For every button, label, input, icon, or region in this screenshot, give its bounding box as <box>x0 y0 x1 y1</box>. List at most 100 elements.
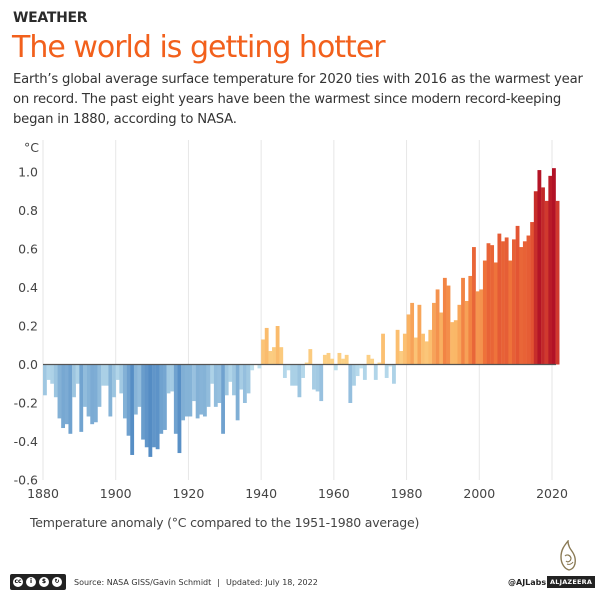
bar-1980 <box>406 314 411 365</box>
footer: cc i $ ↻ Source: NASA GISS/Gavin Schmidt… <box>10 574 318 590</box>
bar-1937 <box>250 364 255 371</box>
y-unit-label: °C <box>24 140 39 155</box>
x-tick-label: 1960 <box>318 486 350 501</box>
bar-1916 <box>173 364 178 434</box>
bar-1918 <box>181 364 185 421</box>
bar-1994 <box>457 304 462 365</box>
bar-1974 <box>384 364 389 378</box>
bar-1891 <box>82 364 87 407</box>
bar-1906 <box>137 364 142 407</box>
bar-1930 <box>224 364 229 396</box>
bar-1958 <box>326 352 331 365</box>
brand-badge: ALJAZEERA <box>547 576 596 588</box>
bar-1904 <box>130 364 135 455</box>
x-axis-title: Temperature anomaly (°C compared to the … <box>30 515 420 530</box>
bar-1990 <box>442 277 447 365</box>
bar-2006 <box>501 241 505 365</box>
bar-1947 <box>286 364 291 371</box>
bar-1895 <box>97 364 102 407</box>
bar-1948 <box>290 364 295 386</box>
bar-1941 <box>264 327 269 365</box>
bar-1933 <box>235 364 240 421</box>
bar-1898 <box>108 364 113 417</box>
bar-1939 <box>257 364 262 369</box>
bar-1951 <box>301 364 305 378</box>
bar-1954 <box>312 364 316 390</box>
x-tick-label: 1880 <box>27 486 59 501</box>
y-tick-label: 1.0 <box>18 165 38 180</box>
bar-1999 <box>475 291 480 365</box>
source-text: Source: NASA GISS/Gavin Schmidt <box>74 577 212 587</box>
y-tick-label: 0.4 <box>18 280 38 295</box>
bar-1915 <box>170 364 175 392</box>
bar-1881 <box>46 364 51 380</box>
bar-1923 <box>199 364 204 415</box>
bar-1921 <box>192 364 196 402</box>
x-tick-label: 1980 <box>391 486 423 501</box>
bar-2015 <box>533 191 538 365</box>
cc-icon: cc <box>12 576 24 588</box>
bar-1984 <box>421 333 425 365</box>
bar-1940 <box>261 339 265 365</box>
bar-2020 <box>552 168 556 365</box>
bar-1927 <box>213 364 218 407</box>
bar-1982 <box>413 337 418 365</box>
bar-1969 <box>366 354 371 365</box>
bar-1925 <box>206 364 211 407</box>
bar-2012 <box>522 241 527 365</box>
bar-1893 <box>90 364 95 425</box>
y-axis: 1.0 0.8 0.6 0.4 0.2 0.0 -0.2 -0.4 -0.6 <box>14 165 38 488</box>
bar-1902 <box>122 364 127 419</box>
bar-1946 <box>282 364 287 378</box>
bar-1983 <box>417 304 422 365</box>
bar-2014 <box>530 222 535 365</box>
bar-1920 <box>188 364 193 417</box>
bar-1890 <box>79 364 84 432</box>
bar-1973 <box>381 333 385 365</box>
bar-1993 <box>453 320 458 365</box>
bar-1924 <box>202 364 207 417</box>
x-tick-label: 1920 <box>173 486 205 501</box>
bar-1932 <box>232 364 236 396</box>
bar-1986 <box>428 329 433 365</box>
bar-2003 <box>490 245 495 365</box>
bar-1996 <box>464 300 469 365</box>
y-tick-label: 0.0 <box>18 357 38 372</box>
bar-1942 <box>268 351 273 365</box>
bar-2011 <box>519 247 524 365</box>
bar-1966 <box>355 364 360 377</box>
bar-1894 <box>93 364 98 423</box>
by-icon: i <box>25 576 37 588</box>
al-jazeera-logo-icon <box>560 540 576 571</box>
section-kicker: WEATHER <box>13 10 88 26</box>
bars <box>43 168 560 457</box>
bar-1934 <box>239 364 244 390</box>
page-title: The world is getting hotter <box>12 30 386 65</box>
x-tick-label: 1940 <box>245 486 277 501</box>
bar-1914 <box>166 364 171 394</box>
bar-2016 <box>537 170 542 365</box>
bar-1971 <box>373 364 378 380</box>
creative-commons-license-icon[interactable]: cc i $ ↻ <box>10 574 66 590</box>
bar-2004 <box>493 262 498 365</box>
bar-1931 <box>228 364 233 382</box>
bar-1880 <box>43 364 47 396</box>
bar-1976 <box>392 364 396 384</box>
bar-1886 <box>64 364 69 425</box>
bar-1961 <box>337 352 342 365</box>
y-tick-label: -0.2 <box>14 396 38 411</box>
bar-1896 <box>101 364 106 386</box>
bar-1960 <box>333 364 338 371</box>
bar-1892 <box>86 364 91 417</box>
bar-1882 <box>50 364 55 384</box>
bar-1953 <box>308 349 313 365</box>
bar-2000 <box>479 289 484 365</box>
social-handle: @AJLabs <box>508 578 547 587</box>
x-tick-label: 1900 <box>100 486 132 501</box>
bar-1992 <box>450 322 455 365</box>
bar-2013 <box>526 235 531 365</box>
bar-1988 <box>435 289 440 365</box>
bar-1972 <box>377 362 382 365</box>
bar-1929 <box>221 364 225 434</box>
bar-1970 <box>370 358 375 365</box>
